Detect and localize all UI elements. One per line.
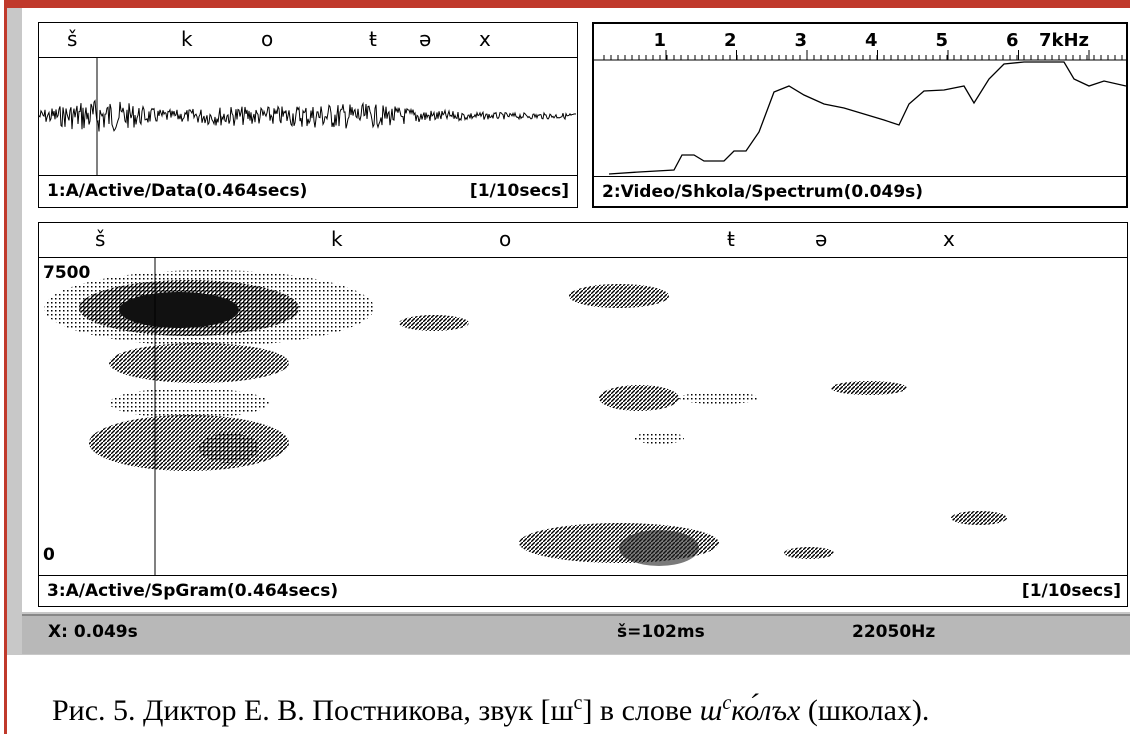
waveform-panel[interactable]: 1:A/Active/Data(0.464secs) [1/10secs] š k…: [38, 22, 578, 208]
ruler-label: 3: [794, 30, 807, 51]
status-bar: [22, 614, 1130, 654]
phone-label: ə: [419, 27, 432, 51]
divider: [39, 575, 1127, 576]
phone-label: x: [943, 227, 955, 251]
status-x: X: 0.049s: [48, 622, 138, 642]
ruler-label: 1: [653, 30, 666, 51]
y-max-label: 7500: [43, 263, 91, 283]
red-border: [4, 0, 7, 734]
red-border-top: [7, 0, 1130, 8]
panel-scale: [1/10secs]: [469, 181, 569, 201]
ruler-label: 5: [935, 30, 948, 51]
phone-label: k: [181, 27, 193, 51]
spectrum: 1 2 3 4 5 6 7kHz: [594, 30, 1126, 175]
ruler-label: 4: [865, 30, 878, 51]
panel-scale: [1/10secs]: [1021, 581, 1121, 601]
phone-label: ŧ: [727, 227, 735, 251]
y-min-label: 0: [43, 545, 55, 565]
ruler-label: 6: [1006, 30, 1019, 51]
phone-label: x: [479, 27, 491, 51]
divider: [39, 257, 1127, 258]
caption: Рис. 5. Диктор Е. В. Постникова, звук [ш…: [52, 692, 929, 728]
phone-label: o: [499, 227, 512, 251]
caption-text: (школах).: [800, 694, 930, 727]
spectrum-panel[interactable]: 1 2 3 4 5 6 7kHz 2:Video/Shkola/Spectrum(0.049…: [592, 22, 1128, 208]
caption-text: ] в слове: [582, 694, 700, 727]
status-rate: 22050Hz: [852, 622, 936, 642]
divider: [39, 57, 577, 58]
caption-sup: с: [573, 692, 583, 714]
energy-blobs: [44, 270, 1007, 566]
caption-sup: с: [722, 692, 732, 714]
caption-word: ко́лъх: [731, 694, 801, 727]
spectrogram-panel[interactable]: 7500 0 3:A/Active/SpGram(0.464secs) [1/1…: [38, 222, 1128, 607]
phone-label: o: [261, 27, 274, 51]
waveform-trace: [39, 99, 577, 132]
divider: [39, 175, 577, 176]
spectrogram: [44, 258, 1007, 575]
phone-label: ə: [815, 227, 828, 251]
panel-title: 1:A/Active/Data(0.464secs): [47, 181, 308, 201]
ruler-label: 2: [724, 30, 737, 51]
status-duration: š=102ms: [617, 622, 705, 642]
caption-text: Рис. 5. Диктор Е. В. Постникова, звук [ш: [52, 694, 574, 727]
divider: [594, 176, 1126, 177]
ruler-label: 7kHz: [1039, 30, 1089, 51]
panel-title: 3:A/Active/SpGram(0.464secs): [47, 581, 339, 601]
waveform: [39, 58, 577, 175]
phone-label: š: [67, 27, 78, 51]
panel-title: 2:Video/Shkola/Spectrum(0.049s): [602, 182, 924, 202]
phone-label: k: [331, 227, 343, 251]
caption-word: ш: [699, 694, 723, 727]
phone-label: š: [95, 227, 106, 251]
phone-label: ŧ: [369, 27, 377, 51]
